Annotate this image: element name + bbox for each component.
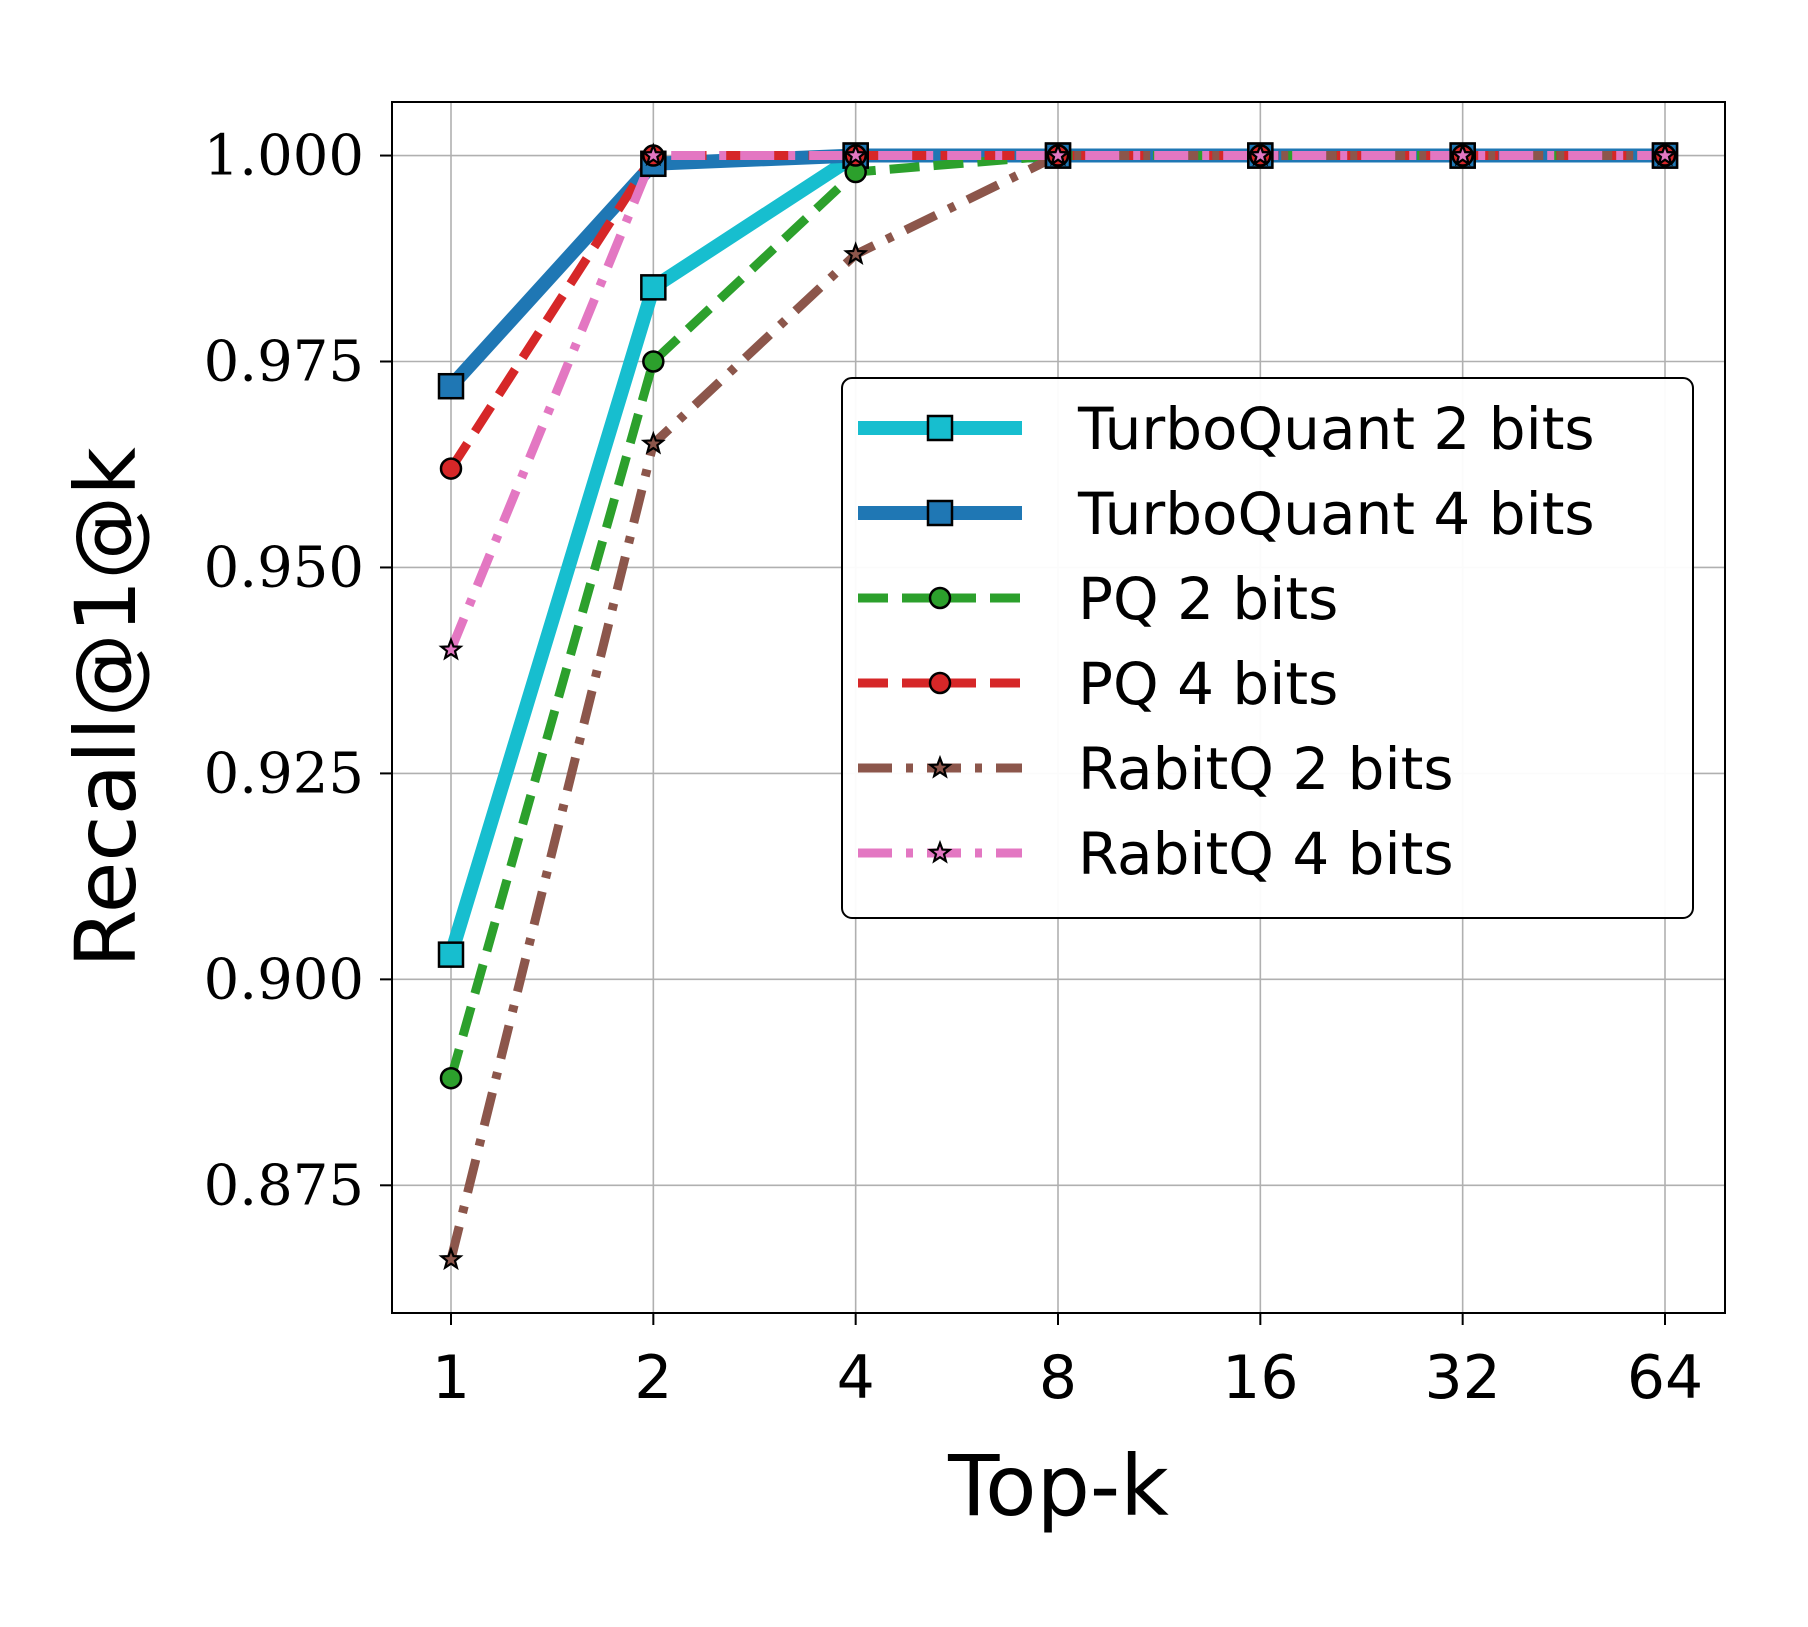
data-point-turboquant-2-bits	[640, 274, 667, 301]
legend-swatch-marker	[928, 586, 952, 610]
legend-item: PQ 4 bits	[858, 650, 1338, 718]
legend-item: RabitQ 4 bits	[858, 820, 1454, 888]
data-point-rabitq-2-bits	[640, 430, 666, 455]
data-point-turboquant-2-bits	[437, 941, 465, 968]
data-point-rabitq-4-bits	[1045, 142, 1071, 167]
legend-item: PQ 2 bits	[858, 565, 1338, 633]
legend-label: PQ 2 bits	[1078, 565, 1338, 633]
series-markers	[437, 142, 1679, 1271]
legend-swatch-marker	[927, 839, 953, 864]
x-tick-label: 8	[1039, 1343, 1077, 1413]
x-tick-label: 2	[634, 1343, 672, 1413]
x-axis-label: Top-k	[947, 1437, 1169, 1535]
y-tick-label: 0.950	[204, 535, 364, 600]
x-tick-label: 64	[1627, 1343, 1703, 1413]
data-point-rabitq-4-bits	[1247, 142, 1273, 167]
tick-labels: 1 2 4 8 16 32 64 0.875 0.900 0.925 0.950 0.975 1.000	[204, 124, 1704, 1413]
x-tick-label: 4	[837, 1343, 875, 1413]
data-point-rabitq-4-bits	[1450, 142, 1476, 167]
x-tick-label: 1	[432, 1343, 470, 1413]
legend: TurboQuant 2 bits TurboQuant 4 bits PQ 2 b…	[841, 377, 1694, 919]
data-point-rabitq-2-bits	[438, 1246, 464, 1271]
legend-item: TurboQuant 4 bits	[858, 480, 1595, 548]
x-tick-label: 32	[1424, 1343, 1500, 1413]
data-point-pq-2-bits	[642, 350, 665, 373]
legend-label: TurboQuant 2 bits	[1077, 395, 1595, 463]
y-tick-label: 0.875	[204, 1153, 364, 1218]
legend-label: RabitQ 2 bits	[1078, 735, 1454, 803]
legend-swatch-marker	[926, 414, 954, 442]
data-point-rabitq-4-bits	[843, 142, 869, 167]
legend-item: RabitQ 2 bits	[858, 735, 1454, 803]
data-point-rabitq-4-bits	[438, 636, 464, 661]
data-point-rabitq-4-bits	[640, 142, 666, 167]
legend-swatch-marker	[927, 754, 953, 779]
legend-swatch-marker	[928, 671, 952, 695]
x-tick-label: 16	[1222, 1343, 1298, 1413]
legend-box	[841, 377, 1694, 919]
data-point-rabitq-4-bits	[1652, 142, 1678, 167]
data-point-rabitq-2-bits	[843, 241, 869, 266]
legend-label: TurboQuant 4 bits	[1077, 480, 1595, 548]
legend-label: PQ 4 bits	[1078, 650, 1338, 718]
data-point-pq-4-bits	[439, 457, 463, 480]
data-point-pq-2-bits	[439, 1066, 463, 1090]
y-tick-label: 0.900	[204, 947, 364, 1012]
legend-swatch-marker	[926, 499, 954, 527]
data-point-turboquant-4-bits	[437, 372, 465, 400]
y-axis-label: Recall@1@k	[57, 447, 155, 968]
legend-label: RabitQ 4 bits	[1078, 820, 1454, 888]
y-tick-label: 0.975	[204, 330, 364, 395]
legend-item: TurboQuant 2 bits	[858, 395, 1595, 463]
y-tick-label: 0.925	[204, 741, 364, 806]
y-tick-label: 1.000	[204, 124, 364, 189]
